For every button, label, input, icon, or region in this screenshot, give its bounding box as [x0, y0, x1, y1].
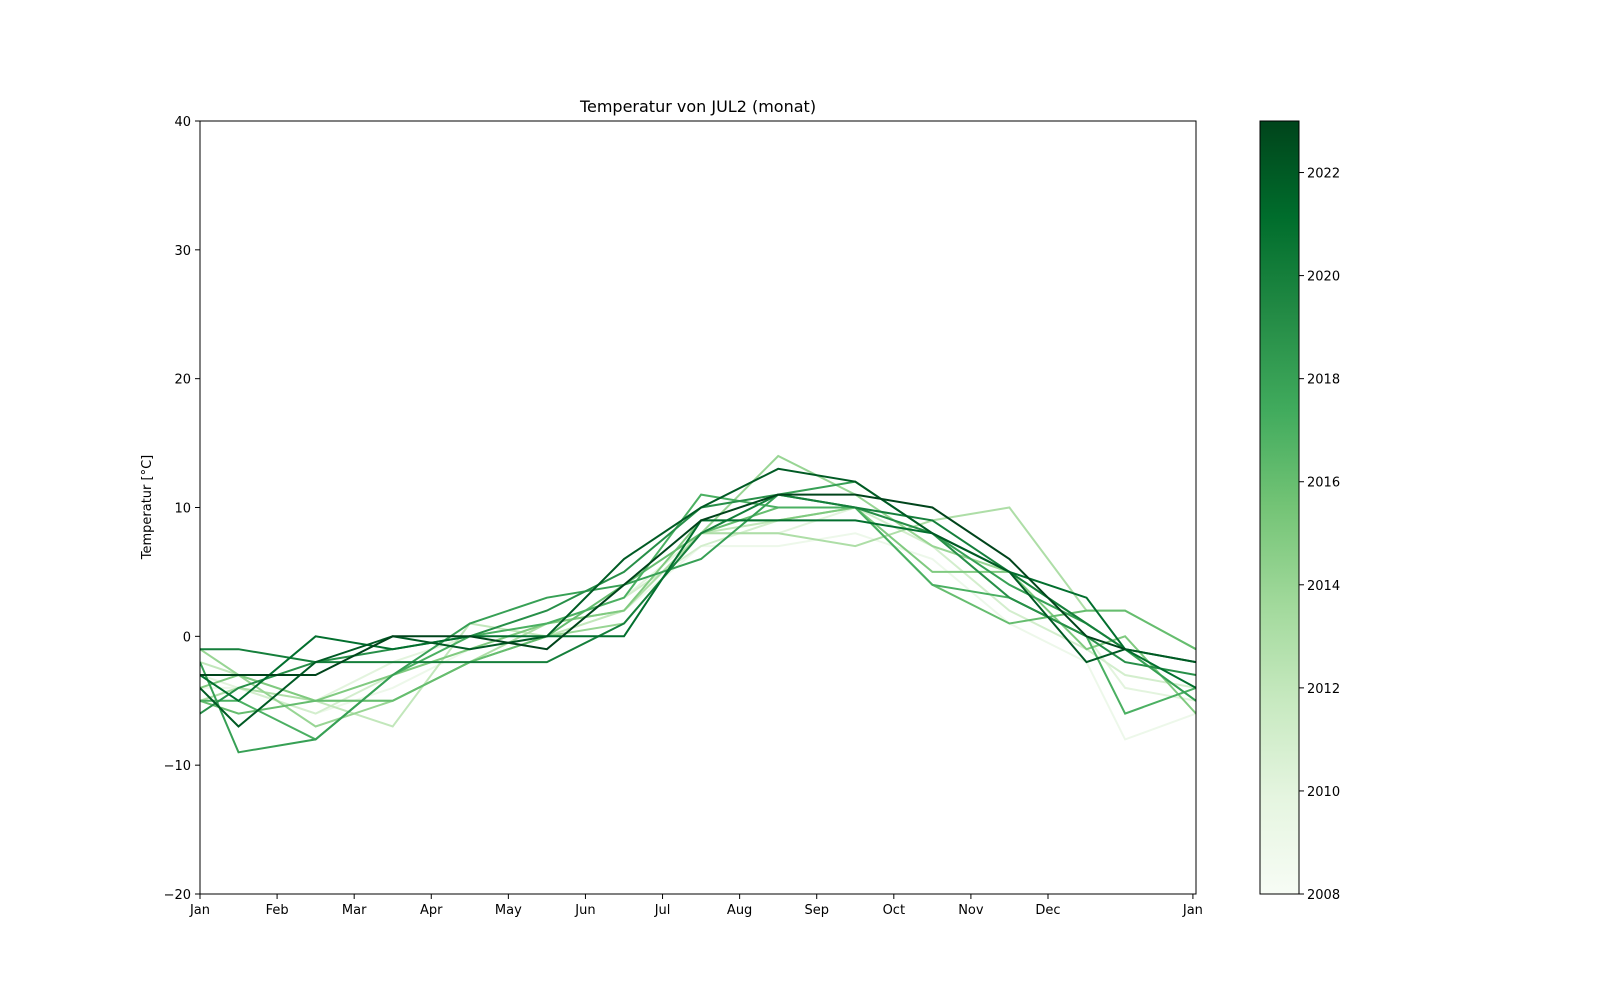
- colorbar-tick-label: 2022: [1307, 167, 1340, 182]
- colorbar-tick-label: 2012: [1307, 682, 1340, 697]
- x-tick-label: Feb: [266, 903, 289, 918]
- x-tick-label: Jan: [1182, 903, 1203, 918]
- chart-title: Temperatur von JUL2 (monat): [579, 97, 816, 116]
- y-tick-label: −20: [164, 888, 191, 903]
- plot-frame: [199, 120, 1197, 895]
- x-tick-label: Jun: [574, 903, 595, 918]
- series-line-2020: [200, 493, 1196, 664]
- colorbar-tick-label: 2010: [1307, 785, 1340, 800]
- y-tick-label: −10: [164, 759, 191, 774]
- y-tick-label: 40: [174, 115, 191, 130]
- series-line-2022: [200, 467, 1196, 728]
- x-tick-label: Jan: [189, 903, 210, 918]
- x-tick-label: Oct: [883, 903, 905, 918]
- x-tick-label: Dec: [1035, 903, 1060, 918]
- y-axis: −20 −10 0 10 20 30 40: [164, 115, 200, 903]
- y-tick-label: 0: [183, 630, 191, 645]
- x-tick-label: Nov: [958, 903, 984, 918]
- x-tick-label: May: [495, 903, 522, 918]
- y-tick-label: 30: [174, 244, 191, 259]
- x-tick-label: Mar: [342, 903, 367, 918]
- x-tick-label: Aug: [727, 903, 752, 918]
- x-tick-label: Apr: [420, 903, 443, 918]
- colorbar-tick-label: 2014: [1307, 579, 1340, 594]
- x-axis: Jan Feb Mar Apr May Jun Jul Aug Sep Oct Nov Dec Jan: [189, 894, 1203, 918]
- colorbar-ticks: 2008 2010 2012 2014 2016 2018 2020 2022: [1299, 167, 1340, 903]
- x-tick-label: Sep: [804, 903, 829, 918]
- series-layer: [200, 454, 1196, 754]
- colorbar-tick-label: 2018: [1307, 373, 1340, 388]
- colorbar-tick-label: 2008: [1307, 888, 1340, 903]
- series-line-2023: [200, 493, 1126, 676]
- y-axis-label: Temperatur [°C]: [140, 455, 155, 561]
- colorbar-tick-label: 2016: [1307, 476, 1340, 491]
- x-tick-label: Jul: [654, 903, 671, 918]
- series-line-2009: [200, 532, 1196, 741]
- y-tick-label: 20: [174, 373, 191, 388]
- colorbar: [1259, 120, 1300, 895]
- colorbar-tick-label: 2020: [1307, 270, 1340, 285]
- series-line-2014: [200, 454, 1196, 728]
- y-tick-label: 10: [174, 502, 191, 517]
